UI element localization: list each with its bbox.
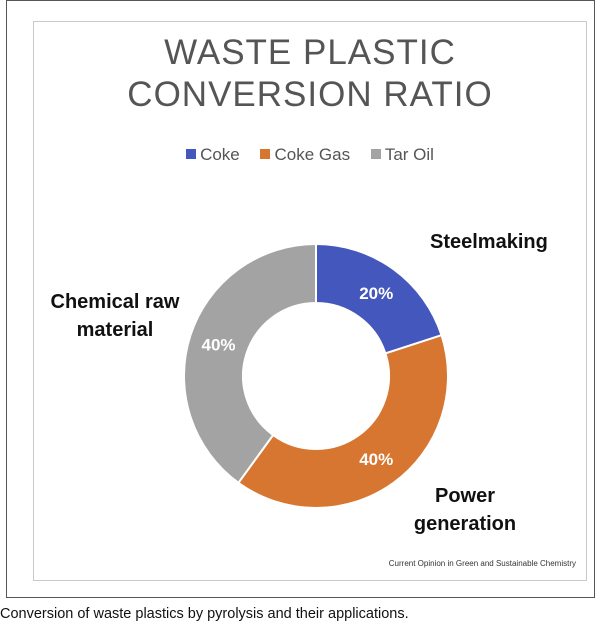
legend-label-coke-gas: Coke Gas (274, 145, 351, 164)
category-label-power-line-1: Power (434, 485, 496, 507)
source-credit: Current Opinion in Green and Sustainable… (388, 559, 576, 568)
data-label-coke-gas: 40% (359, 450, 393, 469)
category-label-chemical-raw-material: Chemical raw material (40, 288, 190, 344)
donut-chart: 20% 40% 40% (183, 242, 449, 509)
chart-area: WASTE PLASTIC CONVERSION RATIO Coke Coke… (33, 21, 587, 581)
category-label-steelmaking: Steelmaking (430, 231, 548, 253)
legend-label-coke: Coke (200, 145, 240, 164)
legend-swatch-coke (186, 149, 197, 159)
data-label-coke: 20% (359, 284, 393, 303)
chart-legend: Coke Coke Gas Tar Oil (34, 145, 586, 165)
legend-item-tar-oil: Tar Oil (370, 145, 434, 165)
chart-title-line-2: CONVERSION RATIO (127, 75, 493, 114)
chart-title-line-1: WASTE PLASTIC (164, 33, 456, 72)
category-label-chemical-line-1: Chemical raw (50, 291, 180, 313)
legend-label-tar-oil: Tar Oil (384, 145, 434, 164)
legend-item-coke: Coke (186, 145, 240, 165)
legend-swatch-tar-oil (370, 149, 381, 159)
category-label-chemical-line-2: material (76, 319, 154, 341)
slice-coke (315, 242, 443, 355)
slice-coke-gas (237, 333, 449, 509)
data-label-tar-oil: 40% (202, 335, 236, 354)
category-label-power-generation: Power generation (410, 482, 520, 538)
legend-swatch-coke-gas (260, 149, 271, 159)
slice-tar-oil (183, 242, 317, 485)
category-label-power-line-2: generation (413, 513, 517, 535)
chart-title: WASTE PLASTIC CONVERSION RATIO (34, 32, 586, 116)
legend-item-coke-gas: Coke Gas (260, 145, 350, 165)
figure-caption: Conversion of waste plastics by pyrolysi… (0, 606, 409, 622)
figure-frame: WASTE PLASTIC CONVERSION RATIO Coke Coke… (6, 0, 595, 598)
